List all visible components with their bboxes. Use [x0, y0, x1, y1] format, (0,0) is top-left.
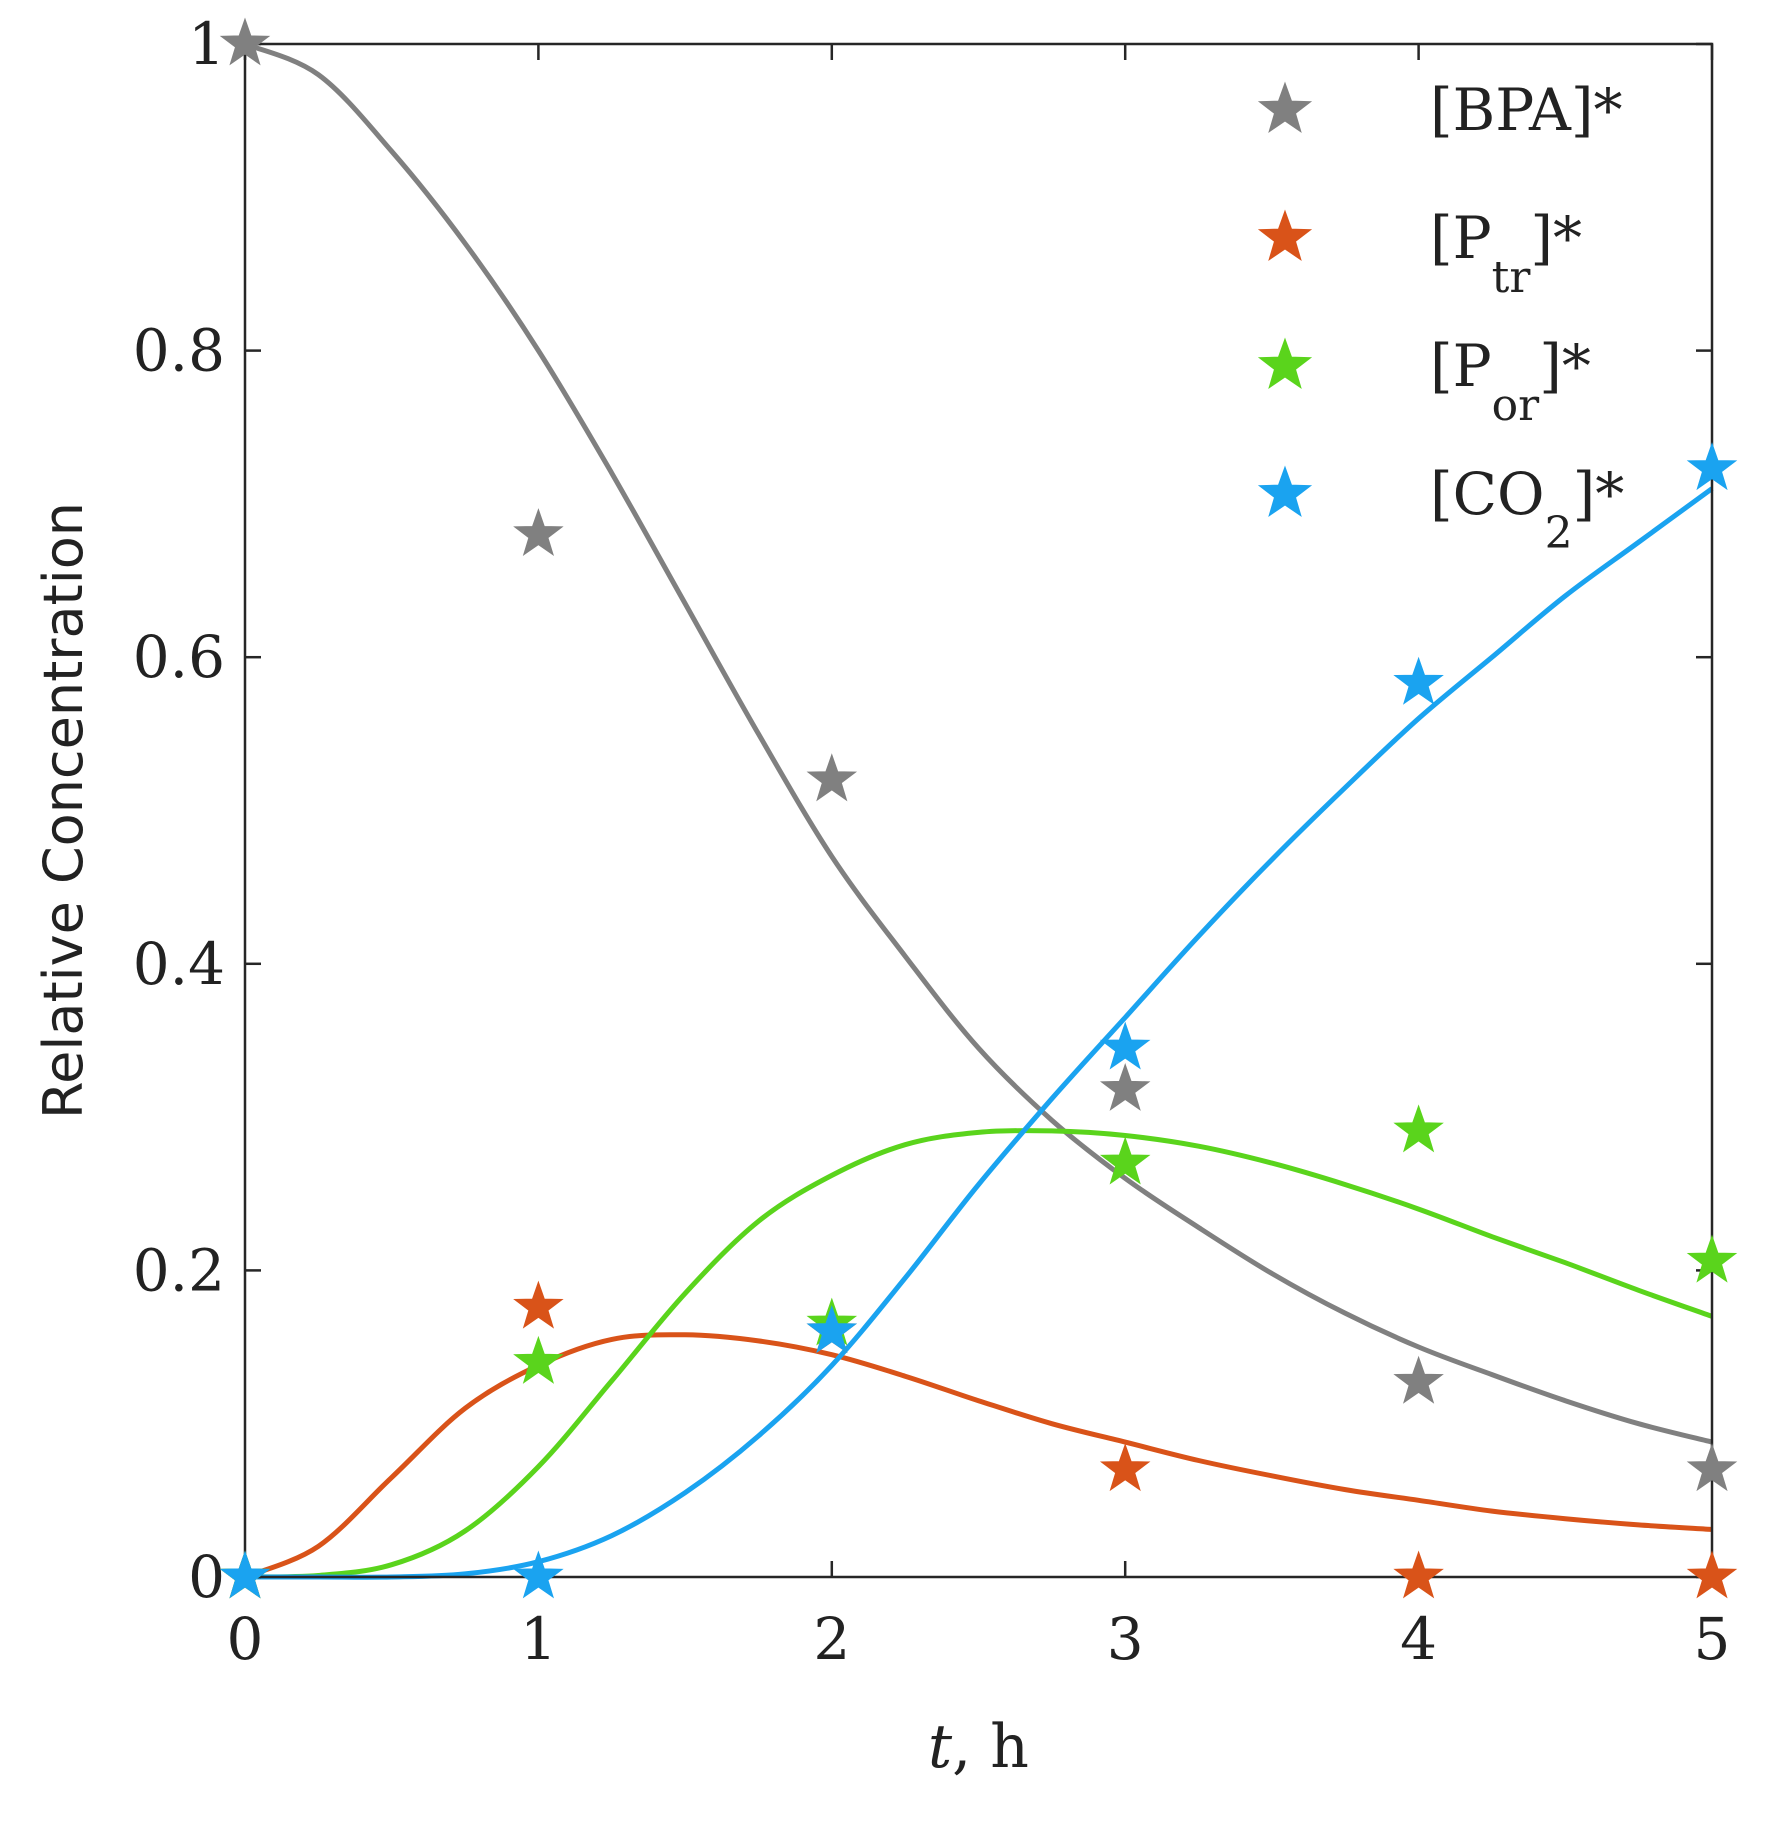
legend-label-main: [CO [1430, 460, 1545, 528]
legend-marker-2 [1257, 337, 1313, 389]
x-axis-title: t, h [928, 1712, 1029, 1782]
legend-label-tail: ]* [1530, 204, 1582, 272]
data-point-3 [806, 1305, 858, 1354]
data-point-2 [1099, 1136, 1151, 1185]
model-curve-1 [244, 1332, 1713, 1580]
legend-label-sub: or [1492, 380, 1540, 431]
data-point-1 [1686, 1550, 1738, 1599]
legend-label-0: [BPA]* [1430, 76, 1622, 144]
model-curve-3 [245, 486, 1714, 1580]
x-tick-label: 5 [1694, 1605, 1731, 1673]
legend-label-main: [BPA]* [1430, 76, 1622, 144]
data-point-0 [219, 17, 271, 66]
data-point-0 [806, 753, 858, 802]
legend-marker-0 [1257, 81, 1313, 133]
data-point-3 [1686, 442, 1738, 491]
data-point-3 [1393, 656, 1444, 705]
x-axis-title-unit: , h [952, 1712, 1029, 1782]
x-tick-label: 3 [1107, 1605, 1144, 1673]
axes: 0 1 2 3 4 5 0 0.2 0.4 0.6 0.8 1 t, h Relative Concent… [32, 10, 1730, 1782]
y-tick-label: 0 [188, 1543, 225, 1611]
x-tick-label: 4 [1400, 1605, 1437, 1673]
data-point-3 [219, 1550, 271, 1599]
data-point-0 [1393, 1355, 1444, 1404]
y-tick-label: 0.8 [133, 317, 225, 385]
legend-label-sub: 2 [1545, 508, 1573, 559]
x-tick-label: 0 [227, 1605, 264, 1673]
y-tick-label: 1 [188, 10, 225, 78]
data-markers [219, 17, 1738, 1599]
data-point-0 [1099, 1062, 1151, 1111]
y-tick-label: 0.6 [133, 623, 225, 691]
legend: [BPA]*[Ptr]*[Por]*[CO2]* [1257, 76, 1624, 559]
legend-label-1: [Ptr]* [1430, 204, 1582, 303]
data-point-2 [513, 1335, 564, 1384]
data-point-3 [513, 1550, 564, 1599]
x-tick-label: 1 [520, 1605, 557, 1673]
legend-marker-1 [1257, 209, 1313, 261]
y-axis-title: Relative Concentration [32, 502, 95, 1119]
model-curve-2 [244, 1128, 1713, 1580]
plot-frame [243, 42, 1714, 1579]
legend-marker-3 [1257, 465, 1313, 517]
legend-label-3: [CO2]* [1430, 460, 1624, 559]
y-tick-label: 0.4 [133, 930, 225, 998]
model-curve-0 [244, 41, 1713, 1445]
legend-label-main: [P [1430, 204, 1492, 272]
data-point-1 [513, 1280, 564, 1329]
legend-label-sub: tr [1492, 252, 1532, 303]
x-axis-title-var: t [928, 1712, 953, 1782]
y-tick-label: 0.2 [133, 1236, 225, 1304]
legend-label-main: [P [1430, 332, 1492, 400]
data-point-1 [1099, 1443, 1151, 1492]
data-point-2 [1686, 1234, 1738, 1283]
data-point-3 [1099, 1021, 1151, 1070]
data-point-0 [1686, 1443, 1738, 1492]
legend-label-tail: ]* [1573, 460, 1625, 528]
data-point-2 [1393, 1104, 1444, 1153]
data-point-0 [513, 508, 564, 557]
data-point-1 [1393, 1550, 1444, 1599]
x-tick-label: 2 [813, 1605, 850, 1673]
legend-label-tail: ]* [1539, 332, 1591, 400]
model-curves [244, 41, 1714, 1580]
legend-label-2: [Por]* [1430, 332, 1591, 431]
